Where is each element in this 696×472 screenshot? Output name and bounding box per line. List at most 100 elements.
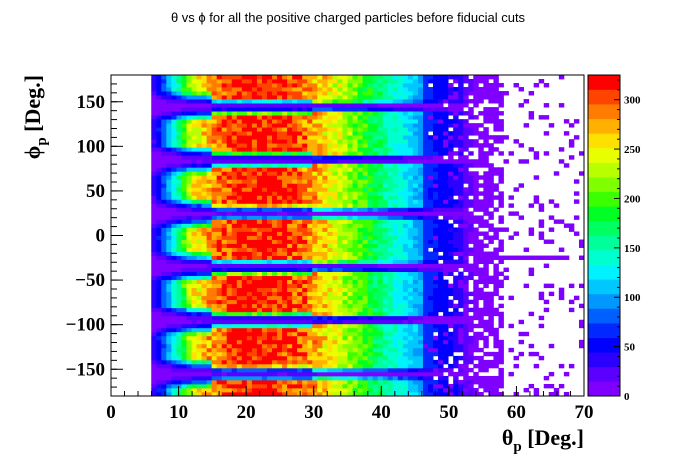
heatmap-cell xyxy=(176,187,182,192)
heatmap-cell xyxy=(387,79,394,84)
heatmap-cell xyxy=(196,263,202,268)
heatmap-cell xyxy=(312,363,318,369)
heatmap-cell xyxy=(407,243,414,248)
heatmap-cell xyxy=(171,351,177,357)
heatmap-cell xyxy=(458,223,464,228)
heatmap-cell xyxy=(171,295,177,301)
heatmap-cell xyxy=(312,367,318,373)
heatmap-cell xyxy=(216,379,223,385)
heatmap-cell xyxy=(282,323,288,329)
heatmap-cell xyxy=(171,215,177,220)
heatmap-cell xyxy=(241,219,248,224)
heatmap-cell xyxy=(196,155,202,160)
heatmap-cell xyxy=(342,255,348,260)
heatmap-cell xyxy=(438,287,444,293)
heatmap-cell xyxy=(171,335,177,341)
heatmap-cell xyxy=(171,219,177,224)
heatmap-cell xyxy=(428,187,434,192)
heatmap-cell xyxy=(367,327,374,333)
heatmap-cell xyxy=(272,151,278,156)
heatmap-cell xyxy=(231,127,238,132)
heatmap-cell xyxy=(443,75,449,80)
heatmap-cell xyxy=(302,91,308,96)
heatmap-cell xyxy=(463,299,469,305)
heatmap-cell xyxy=(246,207,253,212)
heatmap-cell xyxy=(428,135,434,140)
heatmap-cell xyxy=(347,91,353,96)
heatmap-cell xyxy=(241,191,248,196)
heatmap-cell xyxy=(196,147,202,152)
heatmap-cell xyxy=(357,203,363,208)
heatmap-cell xyxy=(151,203,157,208)
heatmap-cell xyxy=(166,99,172,104)
heatmap-cell xyxy=(287,215,293,220)
heatmap-cell xyxy=(322,311,328,317)
heatmap-cell xyxy=(463,219,469,224)
heatmap-cell xyxy=(282,79,288,84)
heatmap-cell xyxy=(156,383,162,389)
heatmap-cell xyxy=(367,283,374,289)
heatmap-cell xyxy=(312,275,318,281)
heatmap-cell xyxy=(458,119,464,124)
heatmap-cell xyxy=(337,83,343,88)
heatmap-cell xyxy=(221,351,228,357)
heatmap-cell xyxy=(392,251,399,256)
heatmap-cell xyxy=(448,387,454,393)
heatmap-cell xyxy=(156,343,162,349)
heatmap-cell xyxy=(458,367,464,373)
heatmap-cell xyxy=(251,243,258,248)
heatmap-cell xyxy=(151,199,157,204)
heatmap-cell xyxy=(211,279,218,285)
heatmap-cell xyxy=(156,255,162,260)
heatmap-cell xyxy=(277,267,283,273)
heatmap-cell xyxy=(322,287,328,293)
heatmap-cell xyxy=(377,83,384,88)
heatmap-cell xyxy=(352,319,358,325)
heatmap-cell xyxy=(397,263,404,268)
heatmap-cell xyxy=(156,327,162,333)
heatmap-cell xyxy=(221,207,228,212)
heatmap-cell xyxy=(282,143,288,148)
heatmap-cell xyxy=(342,287,348,293)
heatmap-cell xyxy=(272,359,278,365)
heatmap-cell xyxy=(307,287,313,293)
heatmap-cell xyxy=(342,315,348,321)
heatmap-cell xyxy=(191,151,197,156)
heatmap-cell xyxy=(443,347,449,353)
heatmap-cell xyxy=(302,363,308,369)
heatmap-cell xyxy=(186,179,192,184)
heatmap-cell xyxy=(443,383,449,389)
heatmap-cell xyxy=(342,135,348,140)
heatmap-cell xyxy=(382,363,389,369)
heatmap-cell xyxy=(362,147,369,152)
heatmap-cell xyxy=(216,231,223,236)
heatmap-cell xyxy=(337,311,343,317)
heatmap-cell xyxy=(246,187,253,192)
heatmap-cell xyxy=(357,127,363,132)
heatmap-cell xyxy=(151,255,157,260)
heatmap-cell xyxy=(377,291,384,297)
heatmap-cell xyxy=(196,355,202,361)
heatmap-cell xyxy=(231,175,238,180)
heatmap-cell xyxy=(443,95,449,100)
heatmap-cell xyxy=(287,147,293,152)
heatmap-cell xyxy=(412,363,419,369)
heatmap-cell xyxy=(176,99,182,104)
heatmap-cell xyxy=(357,371,363,377)
heatmap-cell xyxy=(407,131,414,136)
heatmap-cell xyxy=(402,367,409,373)
heatmap-cell xyxy=(417,119,424,124)
heatmap-cell xyxy=(226,367,233,373)
heatmap-cell xyxy=(251,139,258,144)
heatmap-cell xyxy=(171,167,177,172)
heatmap-cell xyxy=(272,95,278,100)
heatmap-cell xyxy=(327,343,333,349)
heatmap-cell xyxy=(468,379,474,385)
heatmap-cell xyxy=(402,187,409,192)
heatmap-cell xyxy=(236,339,243,345)
heatmap-cell xyxy=(322,331,328,337)
heatmap-cell xyxy=(412,347,419,353)
heatmap-cell xyxy=(241,299,248,305)
heatmap-cell xyxy=(302,319,308,325)
heatmap-cell xyxy=(438,147,444,152)
